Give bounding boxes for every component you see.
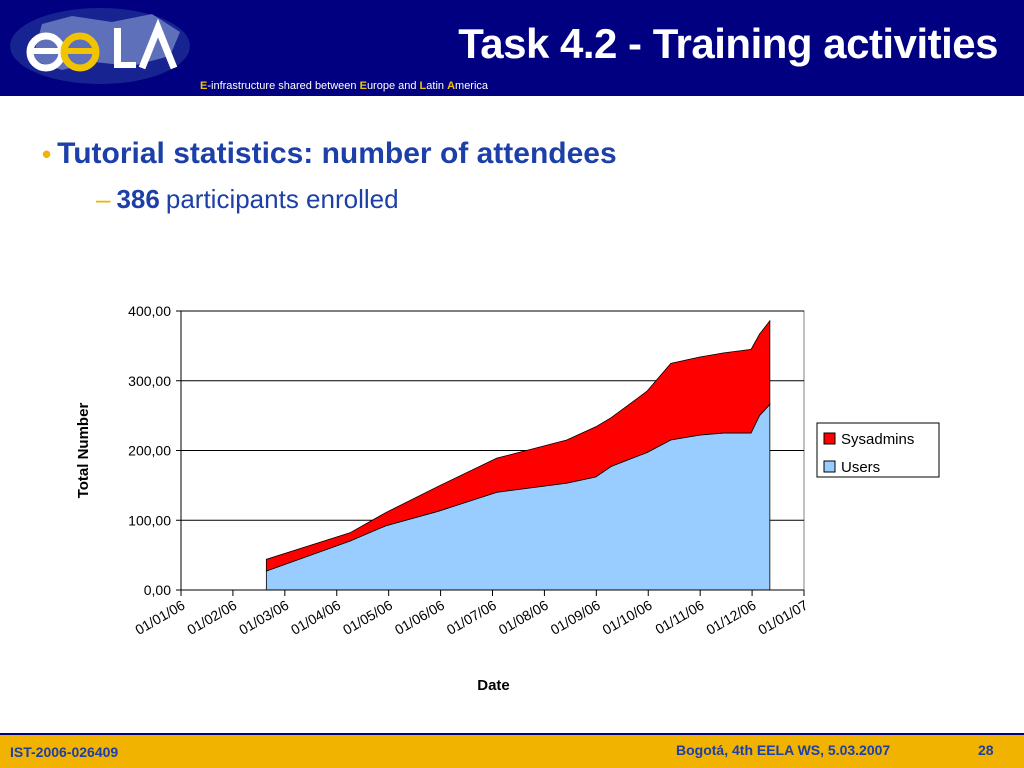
slide-header: Task 4.2 - Training activities E-infrast…	[0, 0, 1024, 96]
x-tick-label: 01/01/06	[132, 597, 187, 638]
bullet-text: Tutorial statistics: number of attendees	[57, 137, 617, 170]
series-users-area	[265, 403, 771, 591]
y-tick-label: 0,00	[144, 582, 171, 598]
eela-logo	[10, 8, 190, 84]
x-tick-label: 01/09/06	[548, 597, 603, 638]
footer-project-id: IST-2006-026409	[10, 744, 119, 760]
legend-label: Sysadmins	[841, 431, 914, 448]
attendees-chart: 0,00100,00200,00300,00400,0001/01/0601/0…	[75, 303, 940, 694]
footer-divider	[0, 733, 1024, 735]
bullet-dot-icon: •	[42, 139, 52, 169]
bullet-point: • Tutorial statistics: number of attendee…	[42, 137, 617, 171]
x-tick-label: 01/11/06	[652, 597, 706, 638]
slide-footer: IST-2006-026409 Bogotá, 4th EELA WS, 5.0…	[0, 733, 1024, 768]
legend-swatch	[823, 432, 836, 445]
legend-swatch	[823, 460, 836, 473]
x-tick-label: 01/07/06	[444, 597, 499, 638]
y-tick-label: 300,00	[128, 373, 171, 389]
y-tick-label: 400,00	[128, 303, 171, 319]
x-tick-label: 01/01/07	[755, 597, 810, 638]
footer-event: Bogotá, 4th EELA WS, 5.03.2007	[676, 742, 891, 758]
legend-label: Users	[841, 459, 880, 476]
legend	[816, 422, 940, 478]
x-tick-label: 01/10/06	[600, 597, 655, 638]
dash-icon: –	[96, 184, 111, 214]
x-tick-label: 01/02/06	[184, 597, 239, 638]
x-tick-label: 01/08/06	[496, 597, 551, 638]
y-tick-label: 100,00	[128, 512, 171, 528]
x-axis-title: Date	[477, 677, 510, 694]
sub-bullet: –386 participants enrolled	[96, 184, 399, 215]
x-tick-label: 01/03/06	[236, 597, 291, 638]
header-subtitle: E-infrastructure shared between Europe a…	[200, 80, 489, 92]
y-axis-title: Total Number	[75, 403, 92, 499]
slide-title: Task 4.2 - Training activities	[458, 20, 998, 67]
x-tick-label: 01/04/06	[288, 597, 343, 638]
x-tick-label: 01/06/06	[392, 597, 447, 638]
y-tick-label: 200,00	[128, 443, 171, 459]
page-number: 28	[978, 742, 994, 758]
x-tick-label: 01/12/06	[703, 597, 758, 638]
participant-count: 386	[116, 184, 160, 214]
x-tick-label: 01/05/06	[340, 597, 395, 638]
sub-bullet-text: participants enrolled	[165, 184, 399, 214]
